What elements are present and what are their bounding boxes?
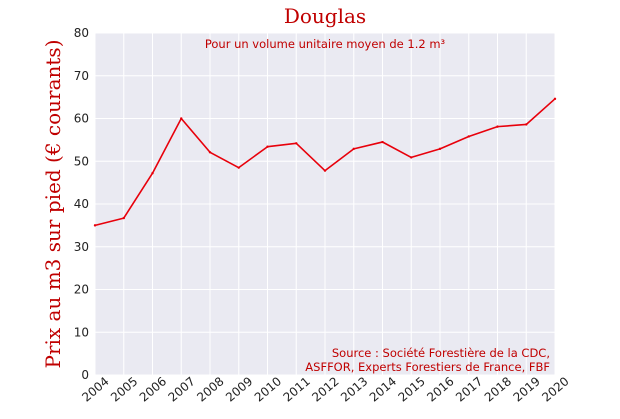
data-point xyxy=(122,216,125,220)
x-tick-label: 2018 xyxy=(482,374,514,404)
y-tick-label: 20 xyxy=(74,283,89,297)
source-note-line-2: ASFFOR, Experts Forestiers de France, FB… xyxy=(305,360,550,374)
x-tick-label: 2011 xyxy=(281,374,313,404)
chart-title: Douglas xyxy=(284,4,366,28)
data-point xyxy=(151,172,154,175)
data-point xyxy=(410,156,413,159)
y-tick-label: 80 xyxy=(74,26,89,40)
x-tick-label: 2014 xyxy=(367,374,399,404)
data-point xyxy=(180,117,183,120)
data-point xyxy=(467,135,470,138)
x-tick-label: 2005 xyxy=(108,374,140,404)
y-tick-label: 30 xyxy=(74,240,89,254)
y-tick-label: 40 xyxy=(74,197,89,211)
y-axis-label: Prix au m3 sur pied (€ courants) xyxy=(41,40,65,369)
y-tick-label: 10 xyxy=(74,325,89,339)
y-tick-label: 0 xyxy=(81,368,89,382)
chart-subtitle: Pour un volume unitaire moyen de 1.2 m³ xyxy=(205,37,446,51)
x-tick-label: 2019 xyxy=(511,374,543,404)
x-tick-label: 2020 xyxy=(539,374,571,404)
data-point xyxy=(93,224,97,227)
x-axis: 2004200520062007200820092010201120122013… xyxy=(79,374,571,404)
data-point xyxy=(496,125,499,128)
data-point xyxy=(352,147,355,151)
y-tick-label: 50 xyxy=(74,154,89,168)
data-point xyxy=(295,142,298,145)
grid xyxy=(94,32,556,376)
data-point xyxy=(208,151,212,154)
y-tick-label: 60 xyxy=(74,112,89,126)
x-tick-label: 2012 xyxy=(309,374,341,404)
series-layer xyxy=(93,97,557,227)
x-tick-label: 2017 xyxy=(453,374,485,404)
x-tick-label: 2013 xyxy=(338,374,370,404)
data-point xyxy=(323,169,327,172)
y-axis: 0 10 20 30 40 50 60 70 80 xyxy=(74,26,89,382)
data-point xyxy=(438,147,442,151)
x-tick-label: 2009 xyxy=(223,374,255,404)
x-tick-label: 2007 xyxy=(166,374,198,404)
x-tick-label: 2016 xyxy=(424,374,456,404)
x-tick-label: 2010 xyxy=(252,374,284,404)
data-point xyxy=(525,123,528,126)
x-tick-label: 2015 xyxy=(396,374,428,404)
source-note-line-1: Source : Société Forestière de la CDC, xyxy=(332,346,550,360)
data-point xyxy=(266,145,269,148)
x-tick-label: 2006 xyxy=(137,374,169,404)
x-tick-label: 2008 xyxy=(194,374,226,404)
data-point xyxy=(381,140,384,144)
y-tick-label: 70 xyxy=(74,69,89,83)
data-point xyxy=(237,166,240,169)
data-point xyxy=(553,97,557,101)
